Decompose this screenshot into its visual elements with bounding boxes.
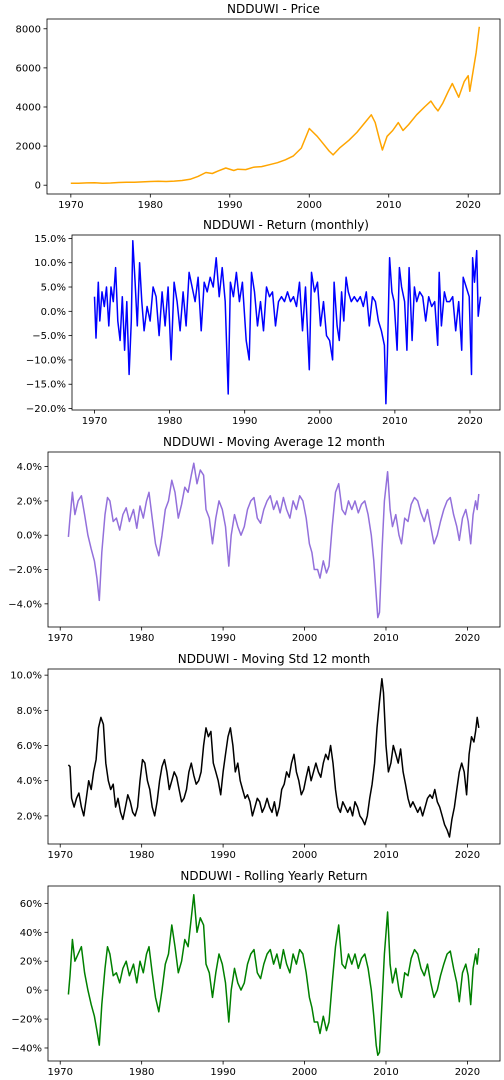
chart-title: NDDUWI - Rolling Yearly Return [180, 869, 367, 883]
series-line [67, 462, 480, 619]
x-tick-label: 2000 [292, 850, 317, 861]
chart-title: NDDUWI - Price [227, 2, 320, 16]
y-tick-label: 0.0% [41, 307, 66, 318]
y-tick-label: 40% [20, 928, 42, 939]
x-tick-label: 1970 [58, 200, 83, 211]
chart-panel-5: NDDUWI - Rolling Yearly Return 1970 1980 19… [11, 869, 501, 1078]
y-tick-label: −2.0% [8, 565, 42, 576]
y-tick-label: 20% [20, 957, 42, 968]
x-tick-label: 2000 [307, 416, 332, 427]
y-tick-label: −5.0% [32, 331, 66, 342]
x-tick-label: 1990 [210, 633, 235, 644]
x-tick-label: 1980 [138, 200, 163, 211]
chart-panel-4: NDDUWI - Moving Std 12 month 1970 1980 1990… [10, 652, 501, 861]
chart-panel-1: NDDUWI - Price 1970 1980 1990 2000 2010 2020 0 2… [16, 2, 501, 211]
series-line [93, 240, 482, 405]
x-tick-label: 1970 [47, 633, 72, 644]
x-tick-label: 1980 [129, 850, 154, 861]
axes-frame [47, 885, 501, 1062]
chart-panel-3: NDDUWI - Moving Average 12 month 1970 1980… [8, 435, 501, 644]
chart-title: NDDUWI - Return (monthly) [203, 218, 369, 232]
y-tick-label: 5.0% [41, 283, 66, 294]
x-tick-label: 1970 [82, 416, 107, 427]
x-tick-label: 2010 [376, 200, 401, 211]
series-line [70, 26, 481, 185]
chart-panel-2: NDDUWI - Return (monthly) 1970 1980 1990 200… [26, 218, 501, 427]
y-tick-label: 0% [26, 986, 42, 997]
axes-frame [47, 451, 501, 628]
y-tick-label: 10.0% [10, 671, 42, 682]
y-tick-label: −20% [11, 1015, 42, 1026]
chart-title: NDDUWI - Moving Average 12 month [163, 435, 385, 449]
y-tick-label: 4.0% [17, 462, 42, 473]
x-tick-label: 2020 [455, 200, 480, 211]
y-tick-label: −10.0% [26, 355, 66, 366]
y-tick-label: 4.0% [17, 776, 42, 787]
x-tick-label: 2020 [455, 1067, 480, 1078]
y-tick-label: −40% [11, 1043, 42, 1054]
y-tick-label: 2.0% [17, 811, 42, 822]
y-tick-label: −20.0% [26, 404, 66, 415]
x-tick-label: 1970 [47, 850, 72, 861]
y-tick-label: 6.0% [17, 741, 42, 752]
x-tick-label: 2010 [373, 633, 398, 644]
series-line [67, 893, 480, 1056]
x-tick-label: 1990 [232, 416, 257, 427]
x-tick-label: 2000 [297, 200, 322, 211]
x-tick-label: 1980 [157, 416, 182, 427]
series-line [67, 677, 480, 838]
x-tick-label: 2020 [455, 633, 480, 644]
axes-frame [71, 234, 501, 411]
y-tick-label: 2.0% [17, 496, 42, 507]
x-tick-label: 1970 [47, 1067, 72, 1078]
x-tick-label: 2000 [292, 633, 317, 644]
x-tick-label: 1990 [210, 1067, 235, 1078]
chart-title: NDDUWI - Moving Std 12 month [178, 652, 371, 666]
x-tick-label: 2000 [292, 1067, 317, 1078]
y-tick-label: 0.0% [17, 531, 42, 542]
y-tick-label: −4.0% [8, 599, 42, 610]
y-tick-label: 0 [35, 181, 41, 192]
y-tick-label: −15.0% [26, 380, 66, 391]
axes-frame [46, 18, 501, 195]
y-tick-label: 4000 [16, 102, 41, 113]
y-tick-label: 10.0% [34, 258, 66, 269]
x-tick-label: 2010 [382, 416, 407, 427]
x-tick-label: 1990 [210, 850, 235, 861]
x-tick-label: 2010 [373, 1067, 398, 1078]
x-tick-label: 2010 [373, 850, 398, 861]
axes-frame [47, 668, 501, 845]
x-tick-label: 2020 [457, 416, 482, 427]
y-tick-label: 8.0% [17, 706, 42, 717]
x-tick-label: 1980 [129, 1067, 154, 1078]
x-tick-label: 1990 [217, 200, 242, 211]
y-tick-label: 8000 [16, 24, 41, 35]
x-tick-label: 2020 [455, 850, 480, 861]
y-tick-label: 60% [20, 899, 42, 910]
y-tick-label: 2000 [16, 142, 41, 153]
x-tick-label: 1980 [129, 633, 154, 644]
y-tick-label: 6000 [16, 63, 41, 74]
y-tick-label: 15.0% [34, 234, 66, 245]
